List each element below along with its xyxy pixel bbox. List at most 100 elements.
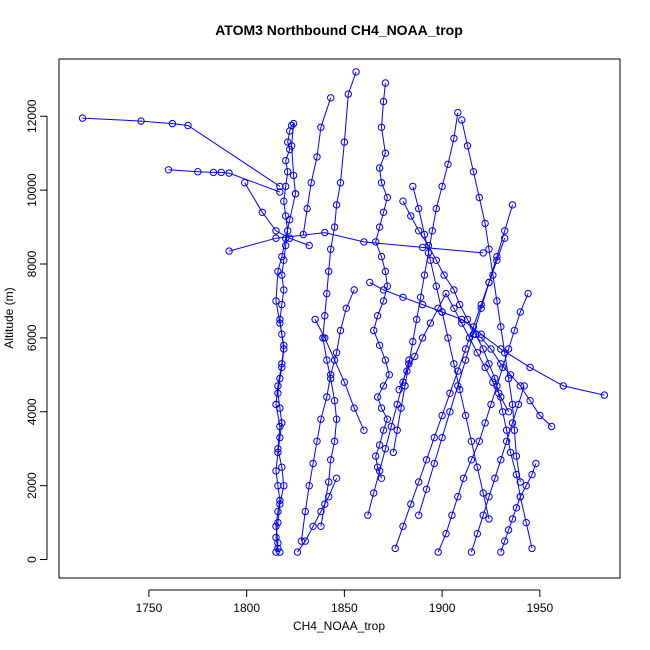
data-point xyxy=(289,171,298,180)
data-point xyxy=(272,548,280,556)
data-point xyxy=(305,482,313,490)
data-point xyxy=(465,334,474,342)
data-point xyxy=(372,452,380,460)
data-point xyxy=(504,526,513,534)
series-line xyxy=(369,282,605,396)
data-point xyxy=(418,300,427,309)
data-point xyxy=(381,149,390,157)
x-tick-label: 1850 xyxy=(331,601,358,615)
data-point xyxy=(454,108,462,117)
data-point xyxy=(481,419,489,427)
data-point xyxy=(520,382,528,390)
data-point xyxy=(399,197,407,205)
data-point xyxy=(184,121,192,130)
data-point xyxy=(327,371,335,379)
data-point xyxy=(379,286,388,294)
data-point xyxy=(422,456,431,464)
data-point xyxy=(284,168,292,176)
data-point xyxy=(375,341,384,349)
data-point xyxy=(325,478,333,486)
data-point xyxy=(446,389,454,397)
data-point xyxy=(524,289,532,298)
series-line xyxy=(168,169,281,193)
y-tick-label: 0 xyxy=(25,556,39,563)
data-point xyxy=(332,349,341,357)
series-line xyxy=(394,238,506,549)
data-point xyxy=(282,241,290,250)
data-point xyxy=(217,168,225,177)
data-point xyxy=(508,515,517,523)
data-point xyxy=(600,391,609,399)
data-point xyxy=(442,289,450,298)
data-point xyxy=(422,485,431,493)
data-point xyxy=(485,278,493,287)
data-point xyxy=(375,164,384,172)
data-point xyxy=(479,489,487,497)
data-point xyxy=(272,400,280,409)
data-point xyxy=(286,216,294,224)
data-point xyxy=(301,537,309,545)
data-point xyxy=(506,448,515,457)
data-point xyxy=(272,467,280,475)
data-point xyxy=(516,382,524,390)
data-point xyxy=(272,234,280,242)
data-point xyxy=(364,511,372,519)
data-point xyxy=(168,119,177,128)
data-point xyxy=(504,408,513,416)
data-point xyxy=(432,282,440,290)
series-line xyxy=(461,119,521,483)
data-point xyxy=(536,411,544,420)
data-point xyxy=(381,356,390,364)
data-point xyxy=(559,382,567,390)
data-point xyxy=(377,404,386,412)
data-point xyxy=(301,507,309,516)
y-tick-label: 12000 xyxy=(25,99,39,133)
data-point xyxy=(381,445,390,453)
data-point xyxy=(327,245,335,253)
data-point xyxy=(278,463,286,471)
data-point xyxy=(514,400,523,409)
data-point xyxy=(370,489,378,497)
data-point xyxy=(516,308,524,316)
data-point xyxy=(497,548,505,556)
series-7 xyxy=(317,68,360,530)
data-point xyxy=(330,356,339,364)
series-line xyxy=(82,117,281,187)
data-point xyxy=(438,182,446,191)
data-point xyxy=(350,404,358,412)
data-point xyxy=(456,300,464,309)
data-point xyxy=(501,537,509,545)
data-point xyxy=(471,330,480,338)
data-point xyxy=(473,463,481,471)
data-point xyxy=(438,433,446,442)
data-point xyxy=(284,138,292,146)
data-point xyxy=(510,426,519,434)
data-point xyxy=(276,182,284,191)
data-point xyxy=(497,393,505,401)
data-point xyxy=(325,493,333,501)
data-point xyxy=(332,201,341,209)
data-point xyxy=(278,330,286,338)
series-9 xyxy=(299,94,335,239)
data-point xyxy=(405,356,413,364)
data-point xyxy=(463,315,472,324)
data-point xyxy=(274,382,282,390)
data-point xyxy=(278,360,286,368)
data-point xyxy=(516,478,524,486)
data-point xyxy=(313,153,321,161)
series-line xyxy=(392,112,459,453)
data-point xyxy=(487,400,495,409)
data-point xyxy=(370,326,378,335)
data-point xyxy=(241,179,249,187)
data-point xyxy=(330,437,339,445)
data-point xyxy=(278,300,286,309)
data-point xyxy=(274,544,282,553)
data-point xyxy=(448,511,456,519)
data-point xyxy=(415,511,423,519)
data-point xyxy=(440,271,448,279)
data-point xyxy=(280,482,288,490)
data-point xyxy=(469,168,478,176)
data-point xyxy=(547,422,556,431)
data-point xyxy=(426,256,435,264)
